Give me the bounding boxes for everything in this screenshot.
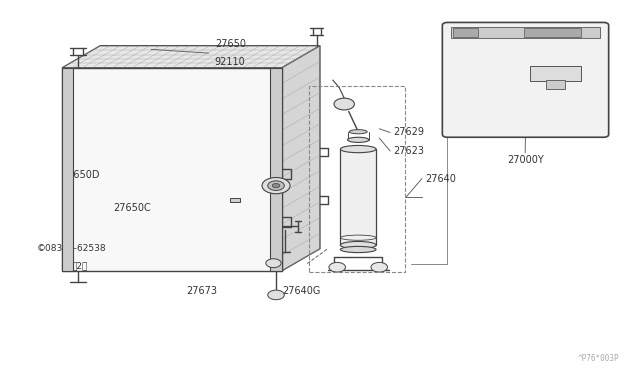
Bar	[452, 28, 478, 37]
Polygon shape	[62, 68, 282, 271]
Text: ©08363-62538: ©08363-62538	[36, 244, 106, 253]
Text: 27650C: 27650C	[113, 203, 150, 213]
Ellipse shape	[349, 130, 367, 134]
Bar	[546, 80, 565, 89]
Circle shape	[334, 98, 355, 110]
Text: 27673: 27673	[186, 286, 217, 296]
Text: 27650: 27650	[215, 39, 246, 49]
Text: （2）: （2）	[72, 261, 88, 270]
Circle shape	[329, 262, 346, 272]
Text: 62650D: 62650D	[61, 170, 100, 180]
Ellipse shape	[348, 137, 369, 142]
Text: 27640G: 27640G	[282, 286, 320, 296]
Bar	[308, 86, 404, 272]
Circle shape	[262, 177, 290, 194]
Polygon shape	[340, 149, 376, 245]
Circle shape	[268, 181, 284, 190]
Text: ^P76*003P: ^P76*003P	[578, 354, 620, 363]
Ellipse shape	[340, 246, 376, 253]
Text: 27640: 27640	[425, 174, 456, 184]
Ellipse shape	[340, 241, 376, 249]
Polygon shape	[62, 68, 74, 271]
Text: 27000Y: 27000Y	[507, 155, 543, 165]
Circle shape	[266, 259, 281, 267]
Circle shape	[371, 262, 388, 272]
Polygon shape	[270, 68, 282, 271]
Text: 27629: 27629	[394, 128, 424, 138]
Text: 92110: 92110	[215, 57, 246, 67]
Circle shape	[268, 290, 284, 300]
Ellipse shape	[340, 145, 376, 153]
Text: 27623: 27623	[394, 146, 424, 156]
FancyBboxPatch shape	[442, 22, 609, 137]
Circle shape	[272, 183, 280, 188]
Polygon shape	[62, 46, 320, 68]
Bar	[531, 67, 581, 81]
Polygon shape	[282, 46, 320, 271]
Bar	[451, 27, 600, 38]
Bar	[524, 28, 581, 37]
Bar	[230, 198, 240, 202]
